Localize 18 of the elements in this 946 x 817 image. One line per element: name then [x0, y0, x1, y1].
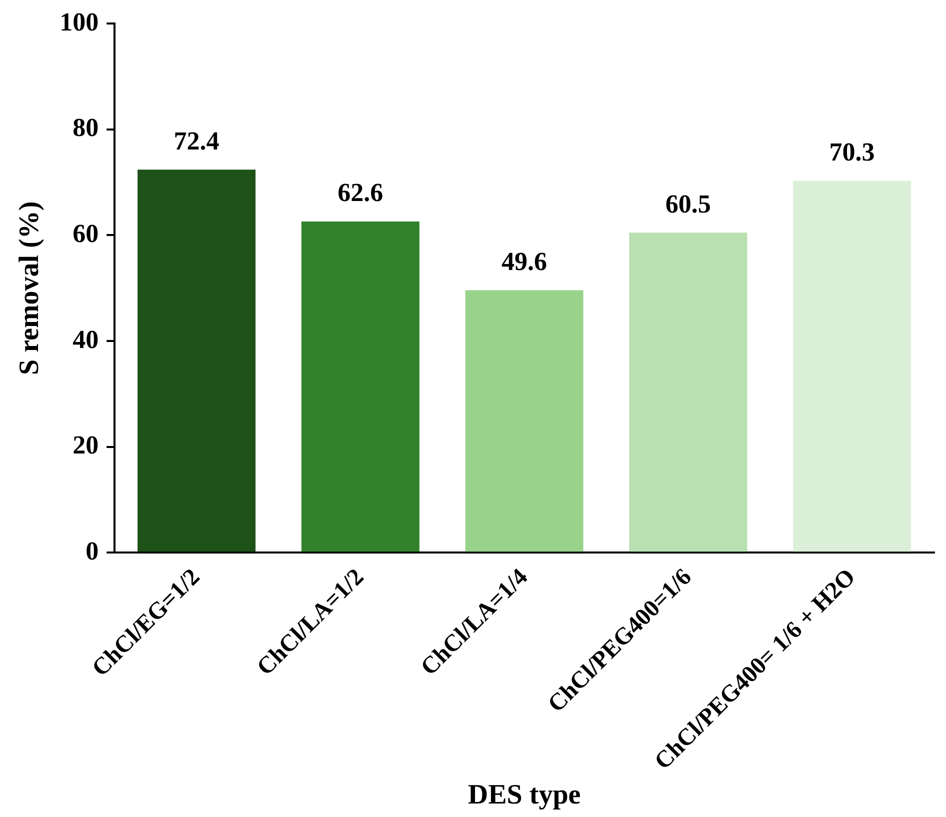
data-label: 70.3 — [829, 137, 875, 166]
y-tick-label: 100 — [60, 7, 99, 36]
y-axis-title: S removal (%) — [14, 201, 46, 375]
bar — [138, 170, 256, 552]
data-label: 60.5 — [665, 189, 711, 218]
data-label: 49.6 — [502, 246, 548, 276]
bar — [465, 290, 584, 552]
bar — [793, 180, 912, 552]
y-tick-label: 40 — [72, 324, 99, 354]
y-tick-label: 20 — [72, 430, 99, 460]
y-tick-label: 0 — [86, 536, 99, 566]
bar — [629, 232, 748, 552]
data-label: 62.6 — [338, 178, 384, 208]
data-label: 72.4 — [174, 126, 220, 156]
y-tick-label: 80 — [72, 113, 99, 142]
x-axis-title: DES type — [468, 779, 581, 810]
y-tick-label: 60 — [72, 218, 99, 248]
bar — [301, 221, 420, 552]
